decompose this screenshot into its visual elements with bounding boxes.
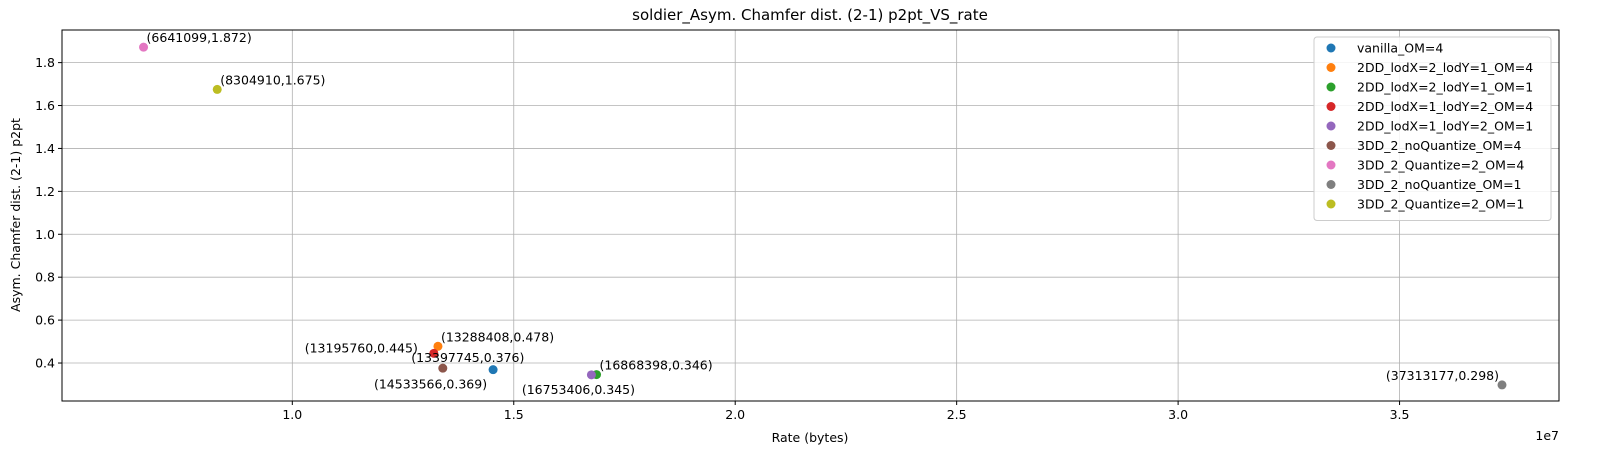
- data-label: (8304910,1.675): [220, 72, 325, 87]
- x-tick-label: 2.5: [947, 407, 967, 422]
- data-label: (16868398,0.346): [600, 358, 713, 373]
- legend-marker: [1326, 43, 1336, 53]
- y-axis-label: Asym. Chamfer dist. (2-1) p2pt: [8, 118, 23, 312]
- y-tick-label: 1.8: [35, 55, 55, 70]
- y-tick-label: 1.6: [35, 98, 55, 113]
- y-tick-label: 0.8: [35, 270, 55, 285]
- legend-marker: [1326, 63, 1336, 72]
- data-label: (37313177,0.298): [1386, 368, 1499, 383]
- plot-frame: [61, 29, 1560, 402]
- x-axis-ticks: 1.0 1.5 2.0 2.5 3.0 3.5: [282, 401, 1410, 422]
- data-point: [438, 363, 448, 373]
- legend-marker: [1326, 160, 1336, 170]
- data-point: [433, 341, 443, 351]
- chart-title: soldier_Asym. Chamfer dist. (2-1) p2pt_V…: [632, 6, 988, 25]
- y-tick-label: 0.4: [35, 356, 55, 371]
- y-tick-label: 0.6: [35, 313, 55, 328]
- data-point: [1497, 380, 1507, 390]
- legend-entry: 3DD_2_Quantize=2_OM=1: [1357, 197, 1524, 212]
- data-label: (13397745,0.376): [411, 350, 524, 365]
- data-point: [139, 42, 149, 52]
- legend-entry: 3DD_2_Quantize=2_OM=4: [1357, 158, 1524, 173]
- x-tick-label: 1.5: [504, 407, 524, 422]
- x-tick-label: 1.0: [282, 407, 302, 422]
- data-label: (16753406,0.345): [522, 382, 635, 397]
- x-axis-label: Rate (bytes): [772, 430, 849, 445]
- y-axis-ticks: 0.4 0.6 0.8 1.0 1.2 1.4 1.6 1.8: [35, 55, 62, 371]
- legend-box: [1313, 36, 1552, 221]
- legend-entry: 2DD_lodX=2_lodY=1_OM=4: [1357, 60, 1533, 75]
- y-tick-label: 1.2: [35, 184, 55, 199]
- data-point: [429, 348, 439, 358]
- x-tick-label: 3.5: [1390, 407, 1410, 422]
- y-tick-label: 1.0: [35, 227, 55, 242]
- data-label: (6641099,1.872): [147, 30, 252, 45]
- legend-marker: [1326, 199, 1336, 209]
- x-tick-label: 3.0: [1168, 407, 1188, 422]
- data-label: (13288408,0.478): [441, 329, 554, 344]
- x-axis-offset-label: 1e7: [1535, 428, 1559, 443]
- data-point: [212, 84, 222, 94]
- legend-entry: 2DD_lodX=2_lodY=1_OM=1: [1357, 80, 1533, 95]
- legend-entry: 3DD_2_noQuantize_OM=1: [1357, 177, 1522, 192]
- legend: vanilla_OM=4 2DD_lodX=2_lodY=1_OM=4 2DD_lo…: [1313, 36, 1552, 221]
- data-point: [488, 365, 498, 375]
- legend-marker: [1326, 82, 1336, 92]
- data-labels: (14533566,0.369) (13288408,0.478) (1686839…: [147, 30, 1499, 397]
- y-tick-label: 1.4: [35, 141, 55, 156]
- data-label: (13195760,0.445): [305, 340, 418, 355]
- legend-marker: [1326, 180, 1336, 189]
- x-tick-label: 2.0: [725, 407, 745, 422]
- legend-entry: 2DD_lodX=1_lodY=2_OM=4: [1357, 99, 1533, 114]
- legend-entry: 3DD_2_noQuantize_OM=4: [1357, 138, 1522, 153]
- legend-marker: [1326, 121, 1336, 131]
- legend-entry: 2DD_lodX=1_lodY=2_OM=1: [1357, 119, 1533, 134]
- data-point: [586, 370, 596, 380]
- data-label: (14533566,0.369): [374, 377, 487, 392]
- data-points: [139, 42, 1507, 390]
- legend-entry: vanilla_OM=4: [1357, 41, 1443, 56]
- legend-marker: [1326, 102, 1336, 111]
- legend-marker: [1326, 141, 1336, 150]
